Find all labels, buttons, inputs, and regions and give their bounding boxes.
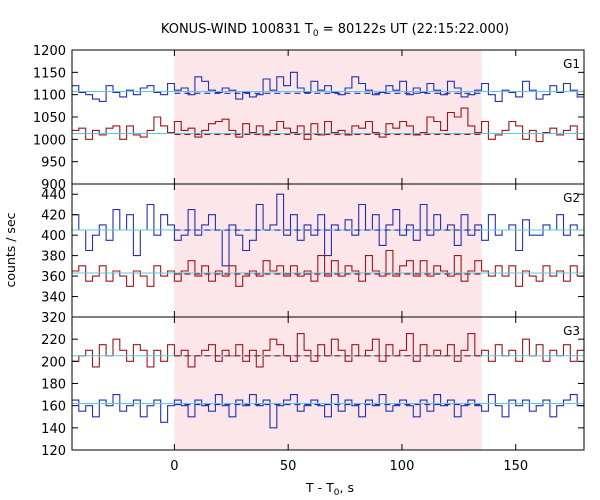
y-tick-label: 160 <box>41 400 66 415</box>
y-tick-label: 360 <box>41 270 66 285</box>
y-tick-label: 200 <box>41 355 66 370</box>
series-red-line <box>72 107 585 143</box>
highlight-region <box>174 317 482 450</box>
highlight-region <box>174 184 482 317</box>
y-tick-label: 380 <box>41 250 66 265</box>
panel-g2: 320 340 360 380 400 420 440 G2 <box>41 183 585 326</box>
series-red-line <box>72 249 585 287</box>
y-tick-label: 220 <box>41 333 66 348</box>
y-tick-label: 900 <box>41 178 66 193</box>
y-tick-label: 440 <box>41 188 66 203</box>
panel-label: G1 <box>563 57 580 71</box>
y-tick-label: 1100 <box>33 89 66 104</box>
x-tick-label: 100 <box>390 459 415 474</box>
panel-g3: 120 140 160 180 200 220 G3 <box>41 316 585 459</box>
y-tick-label: 140 <box>41 422 66 437</box>
x-tick-label: 150 <box>503 459 528 474</box>
y-tick-label: 1000 <box>33 133 66 148</box>
x-tick-label: 50 <box>280 459 297 474</box>
y-tick-label: 180 <box>41 378 66 393</box>
panels: 90095010001050110011501200G1320340360380… <box>33 44 585 474</box>
panel-label: G3 <box>563 324 580 338</box>
highlight-region <box>174 50 482 184</box>
y-tick-label: 420 <box>41 209 66 224</box>
y-tick-label: 400 <box>41 229 66 244</box>
y-tick-label: 1200 <box>33 44 66 59</box>
panel-g1: 900 950 1000 1050 1100 1150 1200 G1 <box>33 44 585 193</box>
y-tick-label: 1050 <box>33 111 66 126</box>
y-tick-label: 340 <box>41 291 66 306</box>
x-tick-label: 0 <box>170 459 178 474</box>
series-blue-line <box>72 71 585 102</box>
series-blue-line <box>72 394 585 429</box>
panel-label: G2 <box>563 191 580 205</box>
x-axis-label: T - T0, s <box>305 480 354 498</box>
y-tick-label: 1150 <box>33 66 66 81</box>
chart-title: KONUS-WIND 100831 T0 = 80122s UT (22:15:… <box>161 22 509 39</box>
series-blue-line <box>72 193 585 267</box>
y-tick-label: 950 <box>41 156 66 171</box>
y-axis-label: counts / sec <box>3 212 18 287</box>
y-tick-label: 120 <box>41 444 66 459</box>
y-tick-label: 320 <box>41 311 66 326</box>
